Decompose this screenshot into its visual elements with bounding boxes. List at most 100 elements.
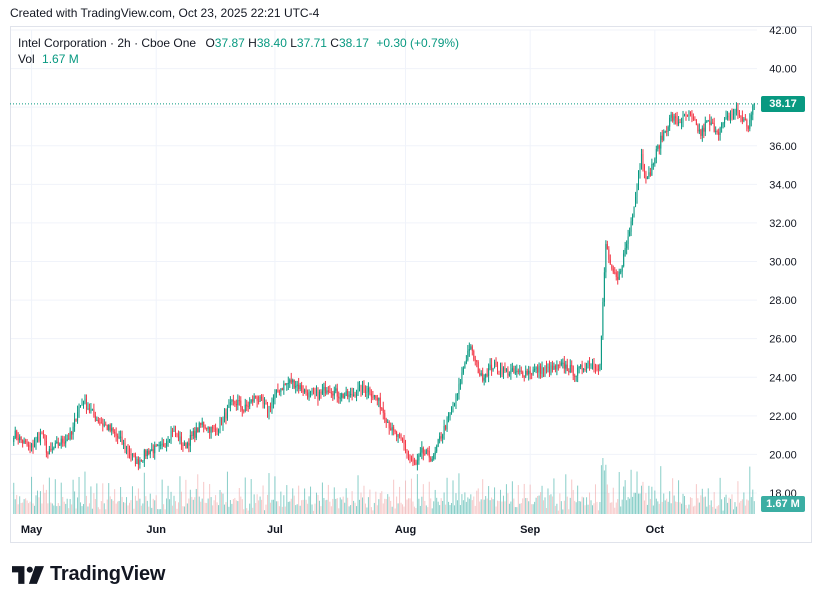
- volume-bar: [185, 479, 187, 514]
- candle-body: [136, 459, 138, 464]
- volume-bar: [124, 502, 126, 514]
- candle-body: [623, 253, 625, 267]
- candle-body: [388, 421, 390, 429]
- candle-body: [185, 442, 187, 449]
- y-tick-label: 22.00: [769, 411, 797, 423]
- candle-body: [511, 368, 513, 371]
- volume-bar: [226, 471, 228, 514]
- candle-body: [575, 375, 577, 377]
- volume-bar: [623, 486, 625, 514]
- volume-bar: [198, 496, 200, 514]
- candle-body: [81, 403, 83, 406]
- volume-bar: [676, 502, 678, 514]
- candle-body: [722, 123, 724, 125]
- volume-bar: [351, 491, 353, 514]
- candle-body: [485, 373, 487, 378]
- candle-body: [115, 433, 117, 436]
- candle-body: [197, 427, 199, 433]
- volume-bar: [544, 497, 546, 514]
- x-axis: May Jun Jul Aug Sep Oct: [21, 524, 664, 536]
- tradingview-brand[interactable]: TradingView: [12, 563, 165, 586]
- candle-body: [648, 172, 650, 178]
- candle-body: [157, 445, 159, 447]
- volume-bar: [195, 488, 197, 514]
- volume-bar: [710, 500, 712, 514]
- candle-body: [528, 370, 530, 375]
- candle-body: [57, 441, 59, 446]
- candle-body: [551, 365, 553, 370]
- volume-bar: [510, 501, 512, 514]
- candle-body: [545, 366, 547, 368]
- candle-body: [314, 390, 316, 393]
- volume-bar: [370, 507, 372, 514]
- volume-bar: [724, 497, 726, 514]
- volume-bar: [375, 491, 377, 514]
- volume-bar: [307, 503, 309, 514]
- y-tick-label: 20.00: [769, 449, 797, 461]
- volume-bar: [645, 493, 647, 514]
- candle-body: [275, 389, 277, 395]
- volume-bar: [507, 493, 509, 514]
- volume-bar: [94, 499, 96, 514]
- volume-bar: [394, 508, 396, 514]
- candle-body: [354, 394, 356, 397]
- volume-bar: [210, 497, 212, 514]
- volume-bar: [53, 505, 55, 514]
- volume-bar: [635, 492, 637, 514]
- candle-body: [689, 111, 691, 115]
- candle-body: [488, 368, 490, 377]
- candle-body: [212, 426, 214, 429]
- volume-bar: [252, 507, 254, 514]
- candle-body: [700, 129, 702, 136]
- candle-body: [163, 443, 165, 446]
- candle-body: [206, 428, 208, 430]
- symbol-title[interactable]: Intel Corporation · 2h · Cboe One: [18, 36, 197, 50]
- candle-body: [39, 433, 41, 442]
- volume-bar: [718, 505, 720, 514]
- volume-bar: [310, 486, 312, 514]
- candle-body: [413, 459, 415, 463]
- volume-bar: [660, 466, 662, 514]
- volume-bar: [523, 483, 525, 514]
- volume-bar: [434, 489, 436, 514]
- volume-bar: [308, 496, 310, 514]
- candle-body: [635, 197, 637, 207]
- candle-body: [455, 394, 457, 403]
- candle-body: [315, 390, 317, 393]
- candle-body: [589, 361, 591, 366]
- volume-bar: [577, 485, 579, 514]
- candle-body: [204, 426, 206, 429]
- volume-bar: [697, 498, 699, 514]
- candle-body: [215, 429, 217, 431]
- volume-bar: [174, 501, 176, 514]
- volume-bar: [204, 502, 206, 514]
- volume-bar: [272, 499, 274, 514]
- candle-body: [71, 431, 73, 435]
- candle-body: [548, 366, 550, 374]
- candle-body: [706, 121, 708, 123]
- volume-bar: [339, 497, 341, 514]
- volume-bar: [393, 479, 395, 514]
- volume-bar: [418, 498, 420, 514]
- volume-bar: [109, 496, 111, 514]
- candle-body: [428, 450, 430, 458]
- volume-bar: [241, 499, 243, 514]
- candle-body: [32, 443, 34, 448]
- volume-bar: [391, 506, 393, 514]
- volume-bar: [679, 502, 681, 514]
- candle-body: [639, 167, 641, 176]
- candle-body: [744, 118, 746, 120]
- candle-body: [143, 450, 145, 461]
- candle-body: [461, 372, 463, 384]
- volume-bar: [39, 491, 41, 514]
- candle-body: [267, 404, 269, 413]
- volume-bar: [356, 506, 358, 514]
- candle-body: [131, 453, 133, 456]
- candle-body: [357, 387, 359, 394]
- volume-bar: [235, 500, 237, 514]
- volume-bar: [247, 510, 249, 514]
- volume-bar: [639, 493, 641, 514]
- candle-body: [620, 271, 622, 273]
- volume-bar: [261, 499, 263, 514]
